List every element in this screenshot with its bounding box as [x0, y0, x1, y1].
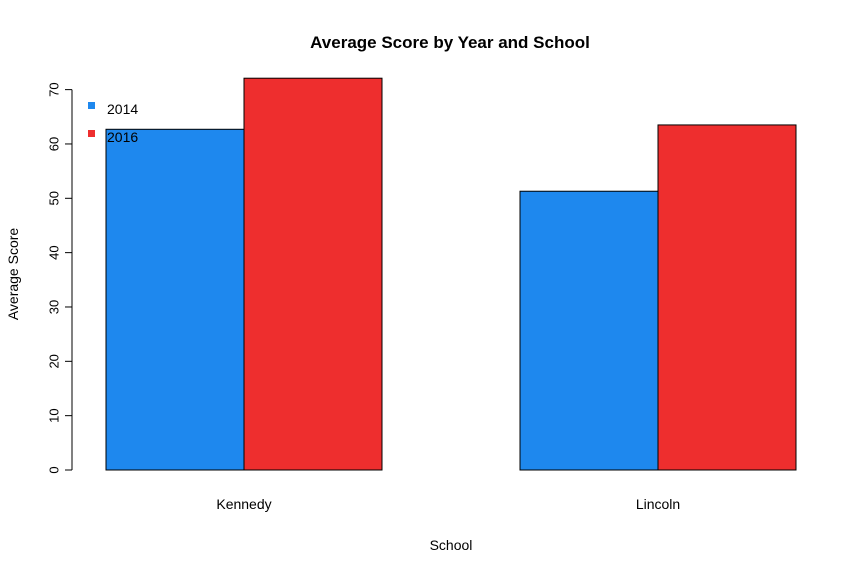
- legend-swatch-2014: [88, 102, 95, 109]
- x-tick-label: Kennedy: [216, 496, 271, 512]
- y-axis-label: Average Score: [5, 228, 21, 321]
- y-tick-label: 20: [47, 354, 62, 368]
- category-labels: Kennedy Lincoln: [216, 496, 680, 512]
- y-tick-label: 50: [47, 191, 62, 205]
- legend-label: 2016: [107, 129, 138, 145]
- bar-lincoln-2016: [657, 124, 797, 471]
- bars-group: [105, 77, 797, 471]
- y-tick-label: 0: [47, 466, 62, 473]
- y-tick-label: 60: [47, 137, 62, 151]
- bar-kennedy-2016: [243, 77, 383, 471]
- legend-swatch-2016: [88, 130, 95, 137]
- bar-kennedy-2014: [105, 128, 245, 471]
- chart-title: Average Score by Year and School: [310, 33, 590, 52]
- legend: 2014 2016: [88, 101, 138, 145]
- y-axis: 0 10 20 30 40 50 60 70: [47, 82, 73, 474]
- x-axis-label: School: [430, 537, 473, 553]
- y-tick-label: 30: [47, 300, 62, 314]
- y-tick-label: 10: [47, 408, 62, 422]
- y-tick-label: 70: [47, 82, 62, 96]
- bar-lincoln-2014: [519, 190, 659, 471]
- legend-label: 2014: [107, 101, 138, 117]
- x-tick-label: Lincoln: [636, 496, 680, 512]
- y-tick-label: 40: [47, 245, 62, 259]
